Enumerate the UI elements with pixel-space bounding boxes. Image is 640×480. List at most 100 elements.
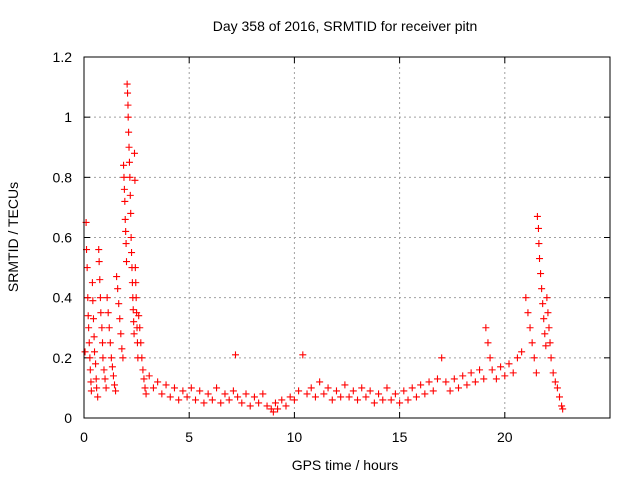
data-point (96, 294, 104, 302)
x-tick-label: 10 (287, 429, 303, 445)
data-point (320, 390, 328, 398)
data-point (263, 402, 271, 410)
data-point (534, 224, 542, 232)
data-point (234, 393, 242, 401)
data-point (537, 270, 545, 278)
data-point (307, 384, 315, 392)
data-point (84, 294, 92, 302)
data-point (87, 387, 95, 395)
data-point (471, 378, 479, 386)
data-point (536, 255, 544, 263)
data-point (120, 161, 128, 169)
data-point (556, 393, 564, 401)
data-point (549, 369, 557, 377)
data-point (88, 279, 96, 287)
data-point (225, 396, 233, 404)
y-tick-label: 0.4 (53, 290, 73, 306)
data-point (130, 149, 138, 157)
data-point (433, 375, 441, 383)
data-point (92, 360, 100, 368)
data-point (162, 381, 170, 389)
data-point (124, 89, 132, 97)
data-point (400, 387, 408, 395)
data-point (370, 399, 378, 407)
data-point (91, 348, 99, 356)
data-point (546, 339, 554, 347)
data-point (116, 315, 124, 323)
y-tick-label: 0.2 (53, 350, 73, 366)
data-point (524, 309, 532, 317)
data-point (501, 372, 509, 380)
data-point (542, 342, 550, 350)
data-point (522, 294, 530, 302)
data-point (86, 354, 94, 362)
data-point (158, 390, 166, 398)
data-point (119, 354, 127, 362)
data-point (100, 366, 108, 374)
data-point (101, 375, 109, 383)
data-point (250, 393, 258, 401)
data-point (278, 396, 286, 404)
data-point (213, 384, 221, 392)
data-point (183, 393, 191, 401)
data-point (558, 402, 566, 410)
data-point (476, 366, 484, 374)
data-point (104, 309, 112, 317)
data-point (130, 330, 138, 338)
data-point (120, 185, 128, 193)
x-tick-label: 5 (185, 429, 193, 445)
data-point (242, 390, 250, 398)
data-point (208, 396, 216, 404)
data-point (362, 393, 370, 401)
data-point (112, 387, 120, 395)
data-point (231, 351, 239, 359)
data-point (551, 378, 559, 386)
x-tick-label: 15 (392, 429, 408, 445)
data-point (533, 212, 541, 220)
data-point (438, 354, 446, 362)
x-axis-title: GPS time / hours (292, 457, 399, 473)
data-point (204, 390, 212, 398)
data-point (96, 276, 104, 284)
data-point (316, 378, 324, 386)
data-point (132, 279, 140, 287)
data-point (175, 396, 183, 404)
data-point (332, 387, 340, 395)
data-point (196, 387, 204, 395)
data-point (480, 375, 488, 383)
data-point (345, 393, 353, 401)
data-point (85, 339, 93, 347)
data-point (89, 315, 97, 323)
data-point (417, 381, 425, 389)
data-point (125, 128, 133, 136)
data-point (109, 372, 117, 380)
data-point (93, 384, 101, 392)
data-point (349, 387, 357, 395)
data-point (526, 324, 534, 332)
data-point (396, 399, 404, 407)
data-point (282, 402, 290, 410)
data-point (106, 339, 114, 347)
plot-frame (83, 56, 611, 419)
data-point (341, 381, 349, 389)
data-point (95, 258, 103, 266)
data-point (131, 264, 139, 272)
data-point (126, 173, 134, 181)
data-point (299, 351, 307, 359)
data-point (179, 387, 187, 395)
data-point (259, 390, 267, 398)
data-point (127, 234, 135, 241)
data-point (122, 240, 130, 248)
chart-title: Day 358 of 2016, SRMTID for receiver pit… (213, 18, 478, 34)
data-point (229, 387, 237, 395)
data-point (328, 396, 336, 404)
data-point (295, 387, 303, 395)
data-point (81, 348, 89, 356)
data-point (132, 294, 140, 302)
data-point (115, 300, 123, 308)
data-point (553, 384, 561, 392)
data-point (118, 345, 126, 353)
data-point (246, 402, 254, 410)
data-point (543, 294, 551, 302)
data-point (141, 384, 149, 392)
